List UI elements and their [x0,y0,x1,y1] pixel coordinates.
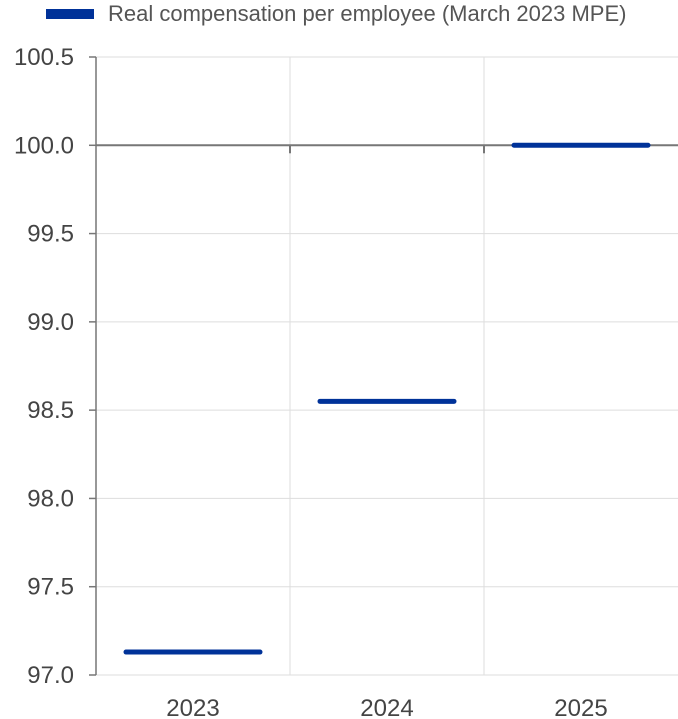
legend-label: Real compensation per employee (March 20… [108,1,627,26]
y-tick-label: 98.5 [27,397,74,424]
legend-swatch [46,9,94,19]
y-tick-label: 100.5 [14,44,74,71]
y-tick-label: 97.0 [27,662,74,689]
x-tick-label: 2025 [554,695,607,719]
y-tick-label: 98.0 [27,485,74,512]
y-tick-label: 99.0 [27,309,74,336]
y-tick-label: 99.5 [27,221,74,248]
x-tick-label: 2024 [360,695,413,719]
legend: Real compensation per employee (March 20… [46,0,626,28]
y-tick-label: 97.5 [27,574,74,601]
x-tick-label: 2023 [166,695,219,719]
y-tick-label: 100.0 [14,132,74,159]
